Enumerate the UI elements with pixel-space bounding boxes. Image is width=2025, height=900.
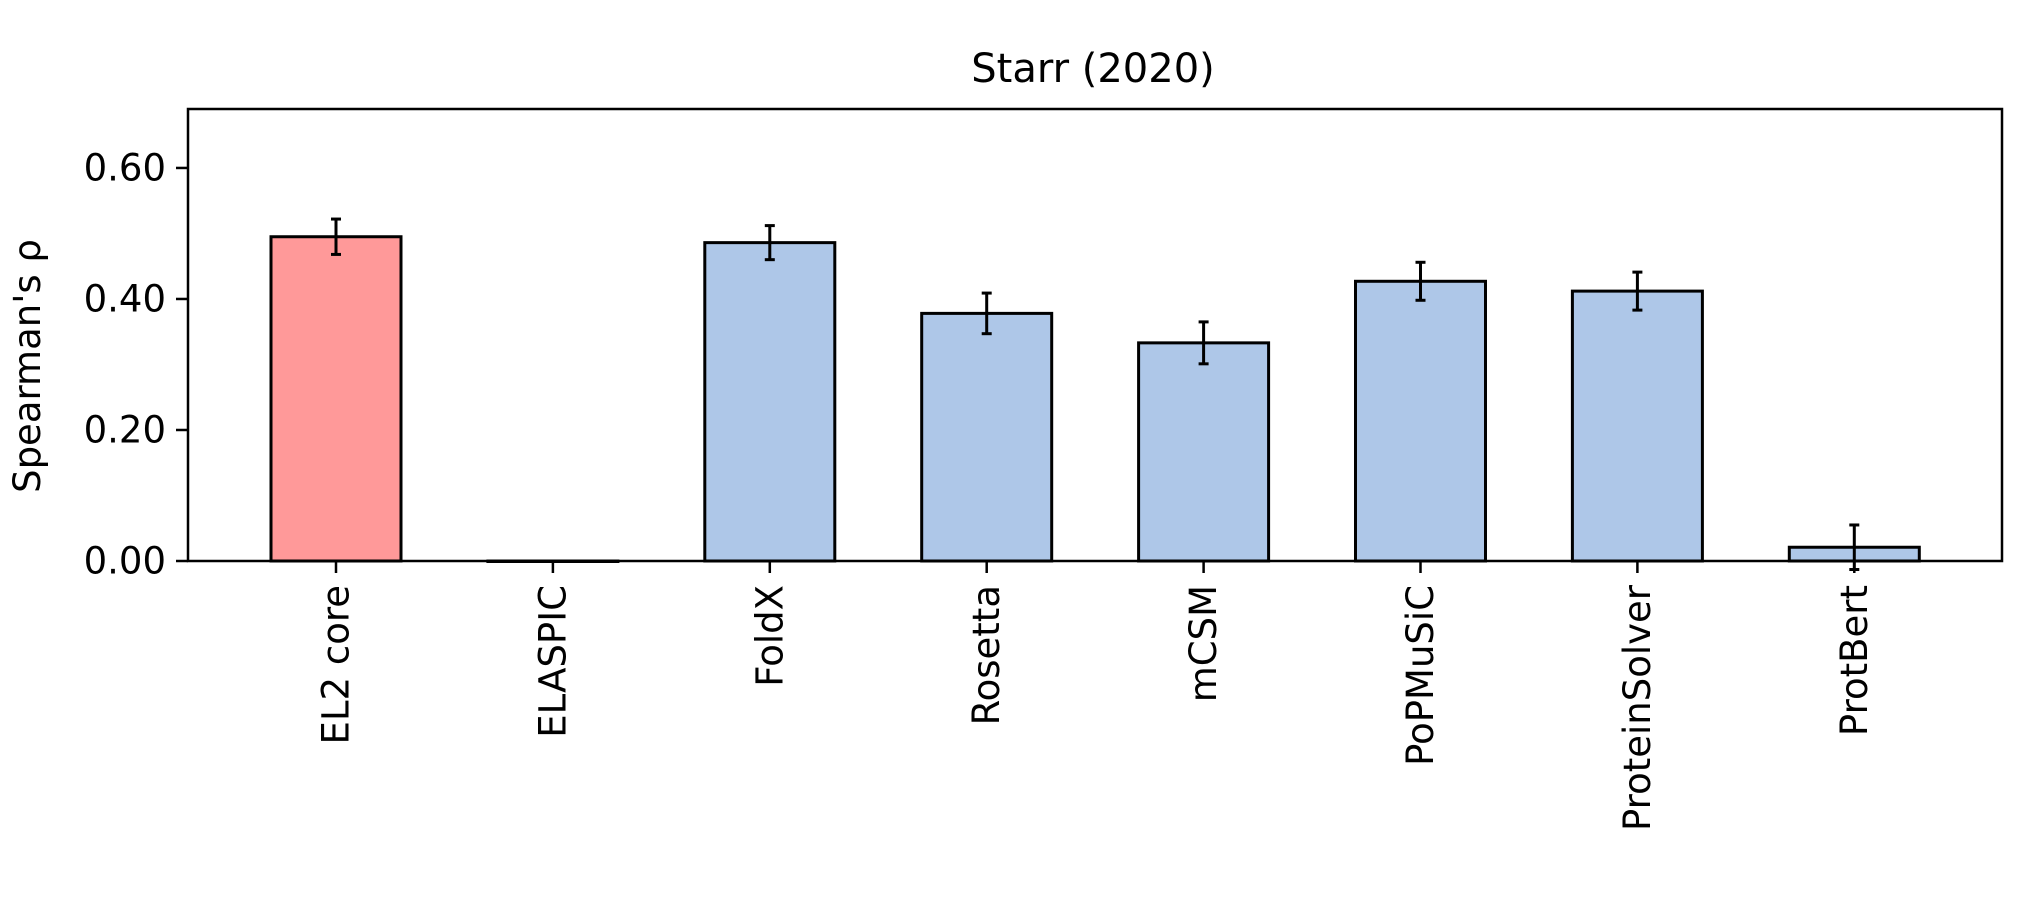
y-tick-label-0-00: 0.00 [84, 540, 166, 583]
bar-mcsm [1137, 341, 1271, 563]
x-tick-label-protbert: ProtBert [1833, 585, 1876, 736]
y-axis: 0.00 0.20 0.40 0.60 [84, 146, 188, 583]
y-tick-label-0-20: 0.20 [84, 408, 166, 451]
error-bars-layer [331, 217, 1860, 572]
x-tick-label-mcsm: mCSM [1182, 585, 1225, 702]
x-tick-label-popmusic: PoPMuSiC [1399, 585, 1442, 766]
bar-el2-core [269, 235, 403, 563]
bar-rosetta [920, 311, 1054, 563]
x-axis: EL2 core ELASPIC FoldX Rosetta mCSM PoPMuSiC P… [315, 561, 1876, 831]
bar-popmusic [1354, 279, 1487, 563]
x-tick-label-elaspic: ELASPIC [531, 585, 574, 738]
plot-frame [186, 107, 2004, 563]
bar-proteinsolver [1570, 289, 1704, 563]
x-tick-label-el2-core: EL2 core [315, 585, 358, 744]
bars-layer [269, 235, 1921, 563]
y-tick-label-0-60: 0.60 [84, 146, 166, 189]
bar-foldx [703, 241, 837, 563]
y-axis-title: Spearman's ρ [6, 239, 49, 493]
y-tick-label-0-40: 0.40 [84, 277, 166, 320]
x-tick-label-proteinsolver: ProteinSolver [1616, 584, 1659, 831]
x-tick-label-foldx: FoldX [748, 585, 791, 687]
x-tick-label-rosetta: Rosetta [965, 585, 1008, 725]
chart-title: Starr (2020) [971, 46, 1215, 92]
